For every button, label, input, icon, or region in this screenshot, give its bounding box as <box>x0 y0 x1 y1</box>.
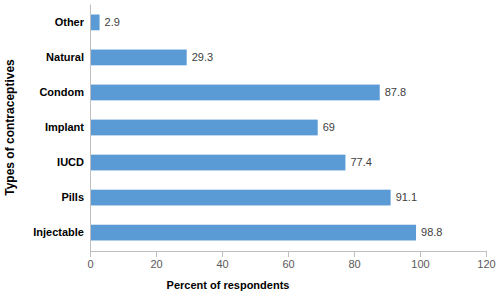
x-tick: 80 <box>348 251 360 270</box>
x-tick-mark <box>222 251 223 257</box>
x-tick-label: 120 <box>477 258 495 270</box>
y-tick: IUCD <box>57 156 90 168</box>
y-tick-label: Condom <box>39 86 84 98</box>
y-tick-label: Other <box>55 16 85 28</box>
chart: 2.9 29.3 87.8 69 77.4 91.1 98.8 0 20 40 60 80 100 120… <box>0 0 500 295</box>
x-tick-label: 20 <box>150 258 162 270</box>
data-label: 2.9 <box>105 16 120 28</box>
y-tick-label: Pills <box>61 191 84 203</box>
x-tick-label: 40 <box>216 258 228 270</box>
y-tick: Pills <box>61 191 90 203</box>
x-tick: 60 <box>282 251 294 270</box>
x-tick: 0 <box>87 251 93 270</box>
data-label: 77.4 <box>350 156 371 168</box>
x-tick-mark <box>486 251 487 257</box>
x-tick-mark <box>90 251 91 257</box>
x-tick: 120 <box>477 251 495 270</box>
data-label: 29.3 <box>192 51 213 63</box>
y-axis-title: Types of contraceptives <box>3 59 17 196</box>
bar <box>90 15 100 31</box>
data-labels: 2.9 29.3 87.8 69 77.4 91.1 98.8 <box>105 16 443 238</box>
x-tick-label: 0 <box>87 258 93 270</box>
x-tick-label: 100 <box>411 258 429 270</box>
x-tick-mark <box>354 251 355 257</box>
bar <box>90 155 345 171</box>
y-tick: Injectable <box>33 226 90 238</box>
x-tick-label: 60 <box>282 258 294 270</box>
x-tick-mark <box>288 251 289 257</box>
x-tick-label: 80 <box>348 258 360 270</box>
y-tick: Implant <box>45 121 90 133</box>
bars <box>90 15 416 241</box>
y-tick-label: Natural <box>46 51 84 63</box>
y-axis: Other Natural Condom Implant IUCD Pills Inject… <box>33 5 90 252</box>
bar <box>90 85 380 101</box>
bar <box>90 225 416 241</box>
bar <box>90 190 391 206</box>
x-tick: 40 <box>216 251 228 270</box>
plot-area: 2.9 29.3 87.8 69 77.4 91.1 98.8 0 20 40 60 80 100 120… <box>33 5 495 270</box>
bar <box>90 50 187 66</box>
x-tick-mark <box>420 251 421 257</box>
data-label: 87.8 <box>385 86 406 98</box>
data-label: 98.8 <box>421 226 442 238</box>
data-label: 69 <box>323 121 335 133</box>
y-axis-line <box>90 5 91 252</box>
data-label: 91.1 <box>396 191 417 203</box>
y-tick: Other <box>55 16 90 28</box>
y-tick: Condom <box>39 86 90 98</box>
x-tick: 100 <box>411 251 429 270</box>
x-tick: 20 <box>150 251 162 270</box>
x-tick-mark <box>156 251 157 257</box>
bar <box>90 120 318 136</box>
y-tick-label: IUCD <box>57 156 84 168</box>
y-tick: Natural <box>46 51 90 63</box>
y-tick-label: Injectable <box>33 226 84 238</box>
x-axis: 0 20 40 60 80 100 120 <box>87 251 495 270</box>
y-tick-label: Implant <box>45 121 84 133</box>
x-axis-title: Percent of respondents <box>167 279 290 291</box>
